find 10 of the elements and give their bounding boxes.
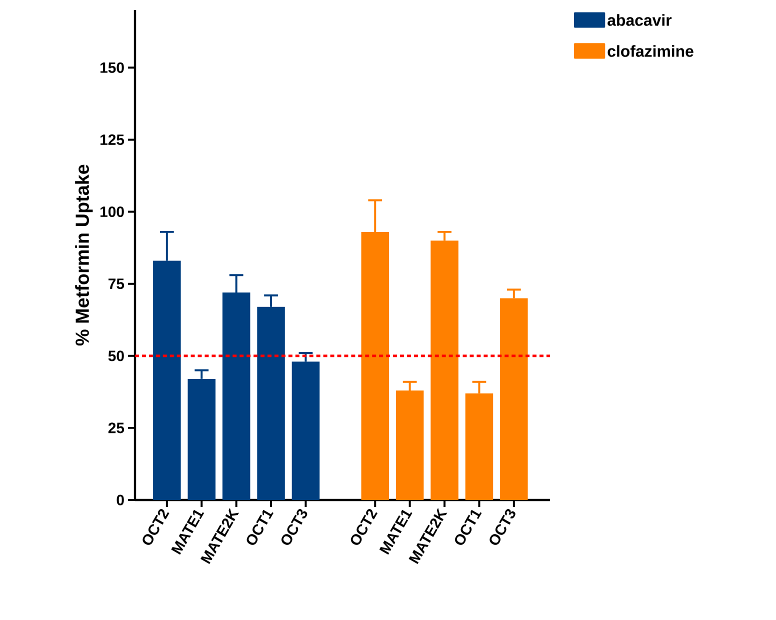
y-tick-label: 0 (116, 494, 124, 506)
y-axis-title: % Metformin Uptake (75, 164, 93, 346)
y-tick-label: 50 (108, 350, 124, 362)
y-tick-label: 125 (100, 134, 124, 145)
y-tick-label: 100 (100, 206, 124, 218)
legend-label: clofazimine (608, 45, 694, 57)
y-tick-label: 150 (100, 62, 124, 73)
y-tick-label: 75 (108, 278, 124, 290)
legend-label: abacavir (608, 14, 672, 26)
y-tick-label: 25 (108, 422, 124, 434)
